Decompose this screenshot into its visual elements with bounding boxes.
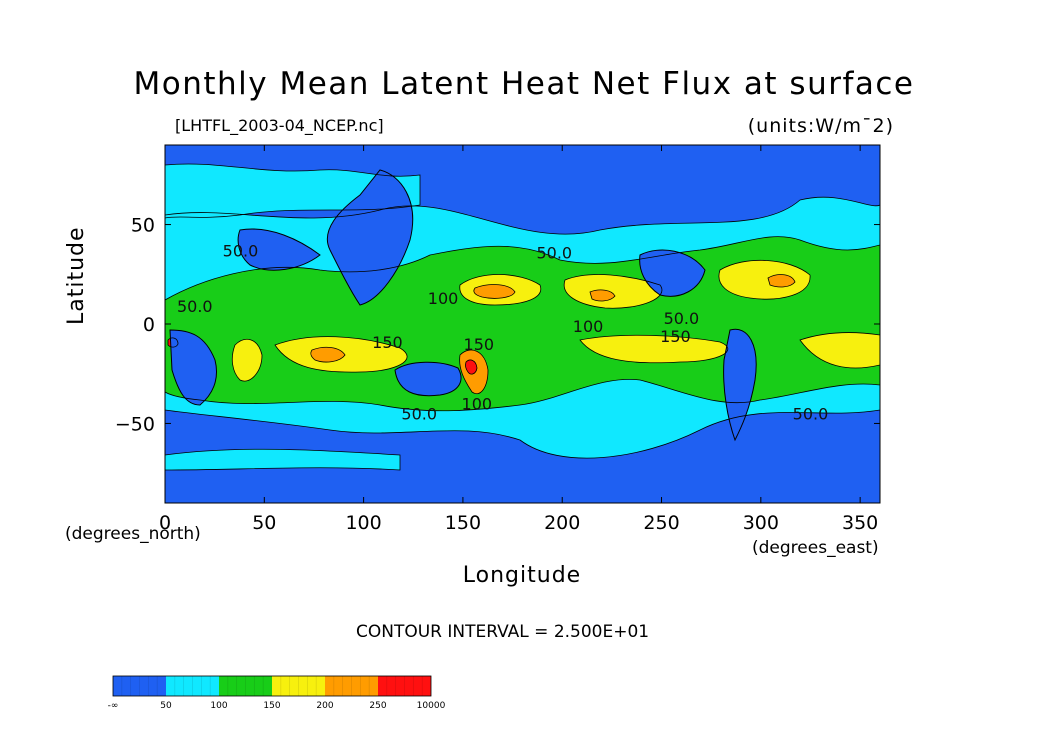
contour-label: 150 [464, 335, 495, 354]
contour-line [473, 284, 516, 299]
colorbar-frame [112, 675, 432, 697]
flux-region [800, 332, 880, 369]
x-tick-label: 50 [252, 512, 276, 534]
flux-region [165, 449, 400, 470]
flux-region [473, 284, 515, 299]
y-tick-label: −50 [115, 413, 155, 435]
colorbar-level-label: 200 [316, 701, 333, 711]
contour-label: 50.0 [793, 404, 829, 423]
contour-line [165, 448, 401, 471]
x-tick-label: 250 [643, 512, 679, 534]
colorbar-level-label: 10000 [417, 701, 446, 711]
contour-line [459, 274, 542, 306]
colorbar-swatch [325, 676, 378, 696]
units-label: (units:W/m¯2) [747, 115, 894, 137]
contour-line [165, 163, 421, 219]
contour-line [465, 359, 478, 375]
contour-label: 150 [372, 333, 403, 352]
contour-label: 100 [428, 289, 459, 308]
flux-region [232, 339, 262, 382]
contour-line [310, 346, 346, 363]
contour-line [274, 336, 408, 373]
colorbar-level-label: -∞ [108, 701, 119, 711]
land-mass [394, 361, 462, 397]
contour-line [718, 259, 811, 300]
contour-line [231, 338, 263, 382]
contour-interval-label: CONTOUR INTERVAL = 2.500E+01 [356, 622, 650, 642]
x-tick-label: 0 [159, 512, 171, 534]
flux-region [590, 289, 615, 301]
colorbar-level-label: 150 [263, 701, 280, 711]
contour-label: 100 [573, 317, 604, 336]
flux-region [768, 274, 795, 287]
source-file-label: [LHTFL_2003-04_NCEP.nc] [175, 116, 384, 135]
flux-region [465, 360, 477, 375]
y-tick-label: 50 [131, 215, 155, 237]
x-tick-label: 150 [445, 512, 481, 534]
land-mass [169, 329, 217, 406]
x-unit-label: (degrees_east) [752, 538, 879, 558]
y-ticks: 50 0 −50 [115, 215, 880, 435]
colorbar-level-label: 250 [369, 701, 386, 711]
x-tick-label: 200 [544, 512, 580, 534]
contour-line [459, 349, 489, 395]
contour-label: 150 [660, 327, 691, 346]
colorbar-swatch [166, 676, 219, 696]
contour-label: 50.0 [401, 404, 437, 423]
x-tick-label: 100 [345, 512, 381, 534]
colorbar-swatch [378, 676, 431, 696]
colorbar-swatch [113, 676, 166, 696]
contour-label: 100 [462, 395, 493, 414]
y-unit-label: (degrees_north) [65, 524, 201, 544]
colorbar-swatch [219, 676, 272, 696]
flux-field [165, 145, 880, 503]
y-tick-label: 0 [143, 314, 155, 336]
land-mass [639, 249, 706, 297]
land-mass [326, 169, 414, 306]
contour-line [799, 332, 880, 369]
contour-label: 50.0 [664, 309, 700, 328]
contour-line [589, 289, 616, 302]
flux-region [310, 347, 345, 363]
contour-line [767, 274, 796, 288]
flux-region [564, 274, 662, 309]
x-tick-label: 300 [743, 512, 779, 534]
colorbar-swatch [272, 676, 325, 696]
contour-label: 50.0 [536, 243, 572, 262]
x-tick-label: 350 [842, 512, 878, 534]
flux-region [580, 335, 728, 363]
colorbar-level-label: 50 [160, 701, 172, 711]
chart-title: Monthly Mean Latent Heat Net Flux at sur… [133, 66, 915, 102]
contour-line [167, 337, 179, 348]
flux-region [718, 260, 811, 300]
contour-label: 50.0 [223, 241, 259, 260]
contour-label: 50.0 [177, 297, 213, 316]
land-mass [723, 328, 757, 442]
colorbar: -∞ 50 100 150 200 250 10000 [108, 675, 446, 711]
x-axis-label: Longitude [462, 563, 582, 588]
x-ticks: 0 50 100 150 200 250 300 350 [159, 145, 878, 534]
contour-line [563, 274, 663, 309]
colorbar-level-label: 100 [210, 701, 227, 711]
contour-line [579, 334, 729, 364]
